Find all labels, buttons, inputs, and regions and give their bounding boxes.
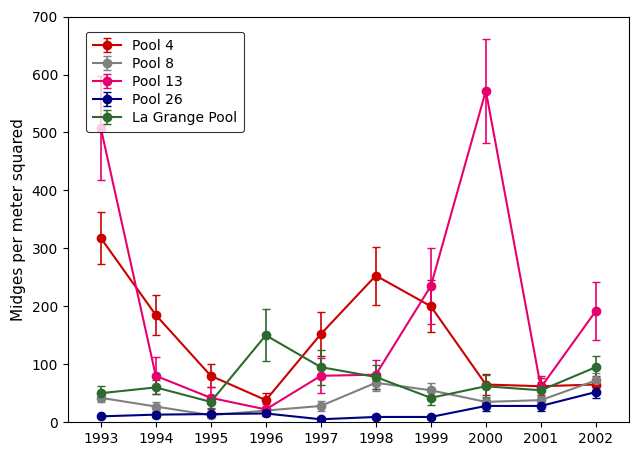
Legend: Pool 4, Pool 8, Pool 13, Pool 26, La Grange Pool: Pool 4, Pool 8, Pool 13, Pool 26, La Gra… <box>86 32 244 132</box>
Y-axis label: Midges per meter squared: Midges per meter squared <box>11 118 26 321</box>
